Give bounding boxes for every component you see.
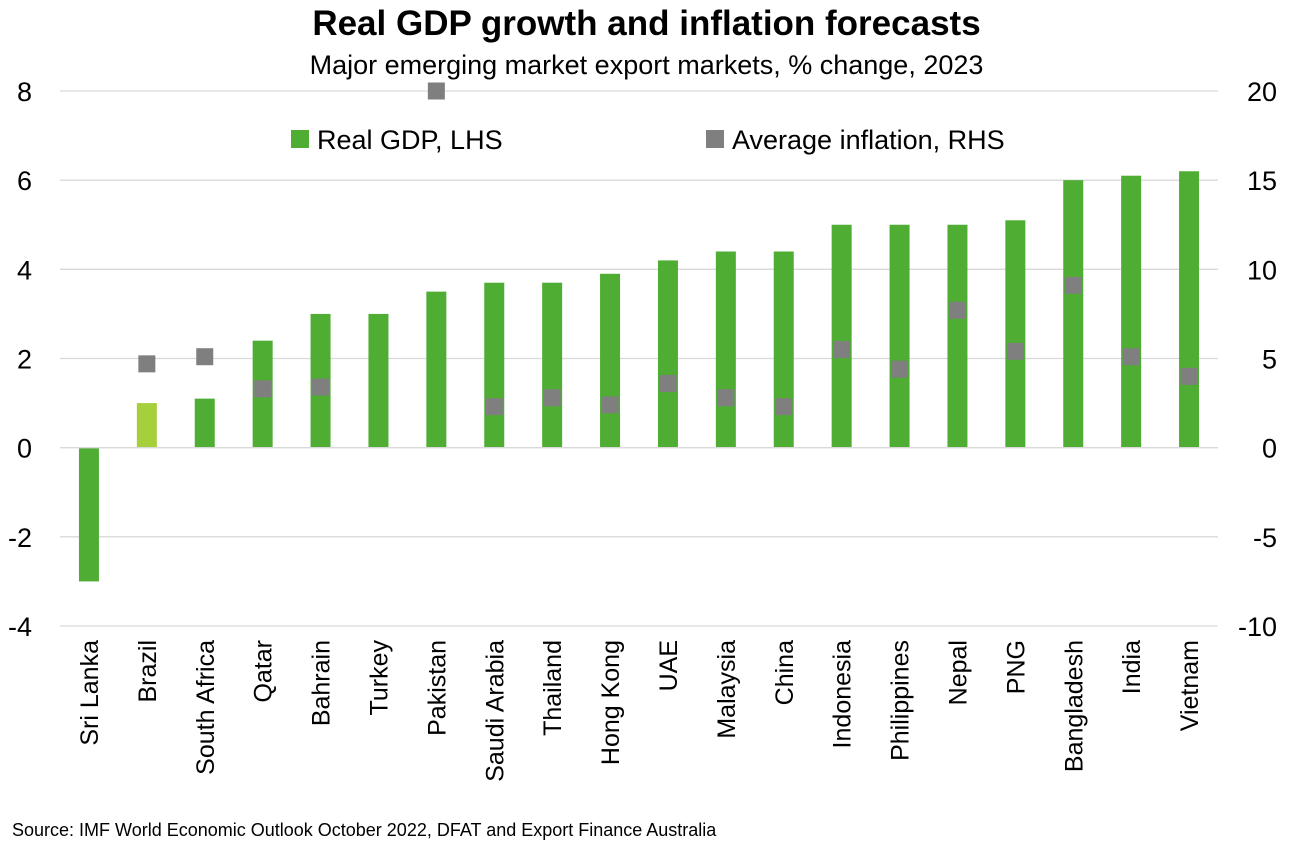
category-label: Saudi Arabia bbox=[481, 640, 509, 782]
category-label: Vietnam bbox=[1176, 640, 1204, 731]
y-right-tick-label: 15 bbox=[1247, 166, 1277, 196]
inflation-marker bbox=[1064, 276, 1082, 294]
category-label: Sri Lanka bbox=[76, 640, 104, 746]
gdp-bar bbox=[657, 260, 678, 448]
y-right-tick-label: 10 bbox=[1247, 255, 1277, 285]
inflation-marker bbox=[427, 82, 445, 100]
gdp-bar bbox=[542, 282, 563, 448]
category-label: Malaysia bbox=[713, 640, 741, 739]
gdp-bar bbox=[426, 291, 447, 448]
category-label: Turkey bbox=[365, 640, 393, 716]
y-left-tick-label: -4 bbox=[8, 612, 32, 642]
inflation-marker bbox=[1180, 367, 1198, 385]
marker-series bbox=[138, 82, 1198, 416]
category-label: Nepal bbox=[944, 640, 972, 705]
gdp-bar bbox=[368, 313, 389, 448]
gdp-bar bbox=[947, 224, 968, 448]
gdp-bar bbox=[1063, 180, 1084, 448]
chart-subtitle: Major emerging market export markets, % … bbox=[309, 50, 984, 80]
category-label: PNG bbox=[1002, 640, 1030, 694]
inflation-marker bbox=[891, 360, 909, 378]
legend-label-gdp: Real GDP, LHS bbox=[317, 125, 503, 155]
gdp-bar bbox=[831, 224, 852, 448]
category-label: Pakistan bbox=[423, 640, 451, 736]
gdp-bar bbox=[78, 447, 99, 582]
gdp-bar bbox=[484, 282, 505, 448]
inflation-marker bbox=[1122, 348, 1140, 366]
category-label: Bahrain bbox=[308, 640, 336, 726]
inflation-marker bbox=[543, 389, 561, 407]
gdp-bar bbox=[1121, 175, 1142, 448]
y-left-tick-label: -2 bbox=[8, 523, 32, 553]
source-note: Source: IMF World Economic Outlook Octob… bbox=[12, 820, 717, 840]
category-label: Brazil bbox=[134, 640, 162, 703]
category-label: Bangladesh bbox=[1060, 640, 1088, 772]
gdp-bar bbox=[194, 398, 215, 448]
category-label: Indonesia bbox=[829, 640, 857, 749]
legend-swatch-gdp bbox=[291, 130, 309, 148]
y-left-tick-label: 2 bbox=[17, 345, 32, 375]
y-right-tick-label: -5 bbox=[1253, 523, 1277, 553]
gdp-bar bbox=[1005, 220, 1026, 448]
gdp-bar bbox=[773, 251, 794, 448]
y-right-tick-label: 0 bbox=[1262, 434, 1277, 464]
y-left-tick-label: 6 bbox=[17, 166, 32, 196]
chart-title: Real GDP growth and inflation forecasts bbox=[312, 4, 981, 43]
y-left-tick-label: 8 bbox=[17, 77, 32, 107]
gdp-bar bbox=[715, 251, 736, 448]
bar-series bbox=[78, 171, 1200, 582]
y-left-tick-label: 0 bbox=[17, 434, 32, 464]
inflation-marker bbox=[659, 374, 677, 392]
category-label: Thailand bbox=[539, 640, 567, 736]
inflation-marker bbox=[312, 378, 330, 396]
inflation-marker bbox=[485, 398, 503, 416]
inflation-marker bbox=[775, 398, 793, 416]
legend: Real GDP, LHS Average inflation, RHS bbox=[291, 125, 1005, 155]
category-label: Qatar bbox=[250, 640, 278, 703]
category-label: UAE bbox=[655, 640, 683, 691]
category-label: India bbox=[1118, 640, 1146, 694]
category-label: Hong Kong bbox=[597, 640, 625, 765]
category-label: China bbox=[771, 640, 799, 705]
legend-swatch-inflation bbox=[706, 130, 724, 148]
inflation-marker bbox=[833, 341, 851, 359]
inflation-marker bbox=[196, 348, 214, 366]
legend-label-inflation: Average inflation, RHS bbox=[732, 125, 1005, 155]
y-right-tick-label: 5 bbox=[1262, 345, 1277, 375]
inflation-marker bbox=[948, 301, 966, 319]
y-right-tick-label: -10 bbox=[1238, 612, 1277, 642]
gdp-bar bbox=[889, 224, 910, 448]
gdp-bar bbox=[1179, 171, 1200, 448]
inflation-marker bbox=[138, 355, 156, 373]
inflation-marker bbox=[601, 396, 619, 414]
y-left-tick-label: 4 bbox=[17, 255, 32, 285]
gdp-bar bbox=[600, 273, 621, 448]
inflation-marker bbox=[254, 380, 272, 398]
inflation-marker bbox=[717, 389, 735, 407]
grid-lines bbox=[60, 90, 1218, 627]
category-label: Philippines bbox=[887, 640, 915, 761]
inflation-marker bbox=[1006, 342, 1024, 360]
category-label: South Africa bbox=[192, 640, 220, 775]
y-right-tick-label: 20 bbox=[1247, 77, 1277, 107]
gdp-bar bbox=[136, 403, 157, 448]
